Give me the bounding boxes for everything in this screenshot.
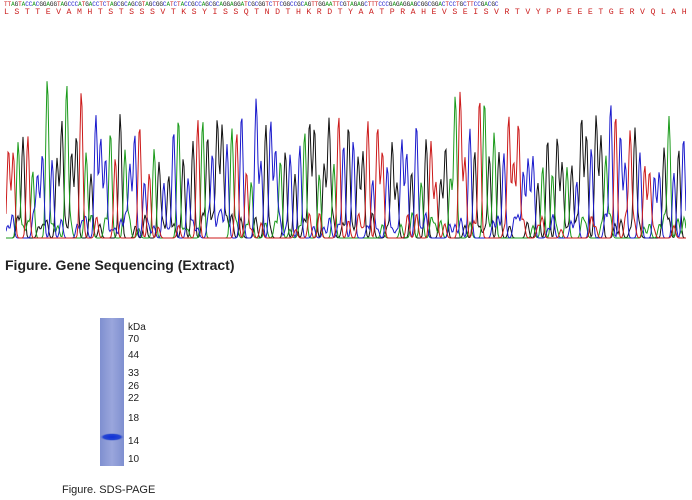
marker-label-18: 18: [128, 413, 140, 424]
kda-unit-label: kDa: [128, 322, 146, 333]
gel-lane-background: [100, 318, 124, 466]
nucleotide-sequence: TTAGTACCACGGAGGTAGCCCATGACCTCTAGCGCAGCGT…: [4, 1, 499, 8]
amino-acid-sequence: L S T T E V A M H T S T S S S V T K S Y …: [4, 8, 688, 17]
marker-label-26: 26: [128, 381, 140, 392]
sequencing-caption: Figure. Gene Sequencing (Extract): [5, 257, 235, 273]
protein-band: [100, 433, 124, 441]
marker-label-70: 70: [128, 334, 140, 345]
sds-page-lane: [100, 318, 124, 466]
trace-c: [6, 98, 686, 239]
sds-page-caption: Figure. SDS-PAGE: [62, 484, 156, 496]
marker-label-33: 33: [128, 368, 140, 379]
marker-label-10: 10: [128, 454, 140, 465]
marker-label-22: 22: [128, 393, 140, 404]
trace-t: [6, 91, 686, 239]
sequencing-chromatogram: [6, 81, 686, 239]
marker-label-44: 44: [128, 350, 140, 361]
sequence-header: TTAGTACCACGGAGGTAGCCCATGACCTCTAGCGCAGCGT…: [4, 1, 688, 18]
marker-label-14: 14: [128, 436, 140, 447]
